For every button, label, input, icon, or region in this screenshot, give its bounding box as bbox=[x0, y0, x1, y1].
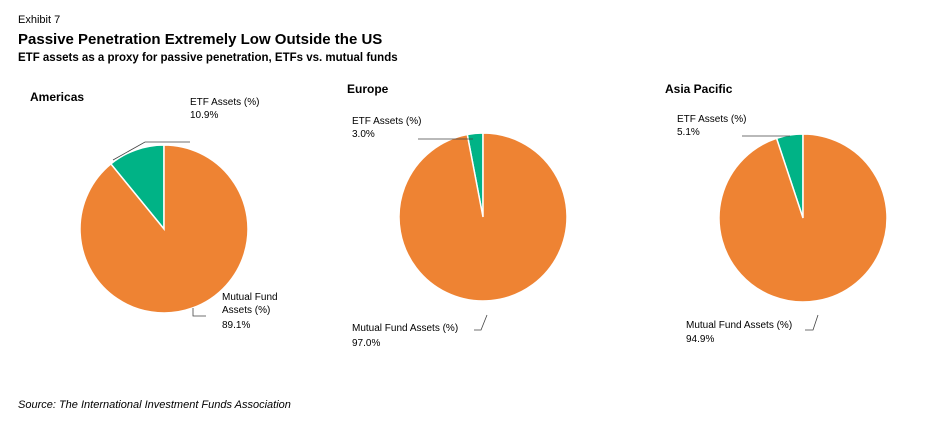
mf-label-americas-line2: Assets (%) bbox=[222, 305, 270, 316]
mf-value-americas: 89.1% bbox=[222, 320, 250, 331]
mf-leader-line-asia-pacific bbox=[805, 314, 819, 331]
mf-leader-line-americas bbox=[192, 308, 206, 317]
etf-label-americas: ETF Assets (%) bbox=[190, 97, 259, 108]
mf-label-asia-pacific: Mutual Fund Assets (%) bbox=[686, 320, 792, 331]
mf-leader-line-europe bbox=[474, 314, 488, 331]
mutual-fund-slice-europe bbox=[398, 132, 568, 302]
mf-value-europe: 97.0% bbox=[352, 338, 380, 349]
region-title-americas: Americas bbox=[30, 90, 84, 104]
pie-asia-pacific bbox=[718, 133, 888, 303]
etf-value-asia-pacific: 5.1% bbox=[677, 127, 700, 138]
etf-label-asia-pacific: ETF Assets (%) bbox=[677, 114, 746, 125]
mutual-fund-slice-americas bbox=[79, 144, 249, 314]
pie-chart-europe: Europe ETF Assets (%) 3.0% Mutual Fund A… bbox=[347, 82, 568, 349]
region-title-asia-pacific: Asia Pacific bbox=[665, 82, 733, 96]
mf-label-americas-line1: Mutual Fund bbox=[222, 292, 278, 303]
pie-chart-americas: Americas ETF Assets (%) 10.9% Mutual Fun… bbox=[30, 90, 278, 331]
mf-label-europe: Mutual Fund Assets (%) bbox=[352, 323, 458, 334]
source-note: Source: The International Investment Fun… bbox=[18, 399, 291, 411]
region-title-europe: Europe bbox=[347, 82, 389, 96]
mutual-fund-slice-asia-pacific bbox=[718, 133, 888, 303]
pie-charts-area: Americas ETF Assets (%) 10.9% Mutual Fun… bbox=[30, 82, 888, 349]
etf-label-europe: ETF Assets (%) bbox=[352, 116, 421, 127]
pie-americas bbox=[79, 144, 249, 314]
etf-leader-line-americas bbox=[112, 141, 190, 161]
chart-subtitle: ETF assets as a proxy for passive penetr… bbox=[18, 52, 398, 64]
pie-chart-asia-pacific: Asia Pacific ETF Assets (%) 5.1% Mutual … bbox=[665, 82, 888, 345]
etf-value-europe: 3.0% bbox=[352, 129, 375, 140]
exhibit-number: Exhibit 7 bbox=[18, 14, 61, 26]
etf-value-americas: 10.9% bbox=[190, 110, 218, 121]
chart-title: Passive Penetration Extremely Low Outsid… bbox=[18, 31, 383, 48]
pie-europe bbox=[398, 132, 568, 302]
mf-value-asia-pacific: 94.9% bbox=[686, 334, 714, 345]
